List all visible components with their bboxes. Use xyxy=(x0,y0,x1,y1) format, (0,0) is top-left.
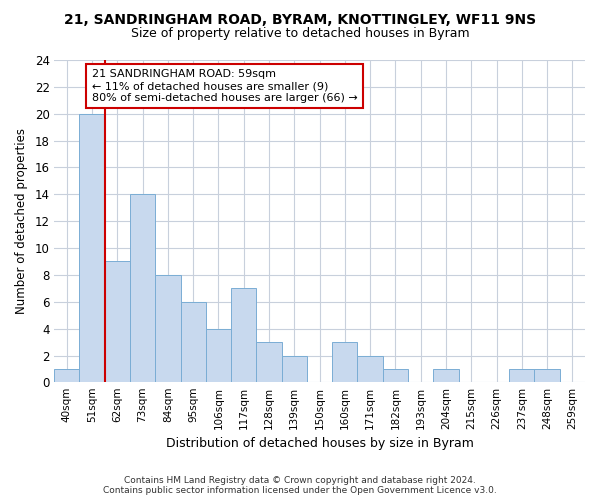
Bar xyxy=(54,369,79,382)
Bar xyxy=(231,288,256,382)
Bar xyxy=(383,369,408,382)
Text: Size of property relative to detached houses in Byram: Size of property relative to detached ho… xyxy=(131,28,469,40)
Bar xyxy=(256,342,281,382)
Bar xyxy=(535,369,560,382)
Bar xyxy=(358,356,383,382)
Bar xyxy=(281,356,307,382)
Bar xyxy=(104,262,130,382)
Bar xyxy=(79,114,104,382)
Bar xyxy=(181,302,206,382)
Bar xyxy=(206,328,231,382)
Bar xyxy=(433,369,458,382)
Bar xyxy=(130,194,155,382)
Bar xyxy=(509,369,535,382)
X-axis label: Distribution of detached houses by size in Byram: Distribution of detached houses by size … xyxy=(166,437,473,450)
Text: Contains HM Land Registry data © Crown copyright and database right 2024.
Contai: Contains HM Land Registry data © Crown c… xyxy=(103,476,497,495)
Text: 21 SANDRINGHAM ROAD: 59sqm
← 11% of detached houses are smaller (9)
80% of semi-: 21 SANDRINGHAM ROAD: 59sqm ← 11% of deta… xyxy=(92,70,358,102)
Y-axis label: Number of detached properties: Number of detached properties xyxy=(15,128,28,314)
Bar xyxy=(155,275,181,382)
Bar xyxy=(332,342,358,382)
Text: 21, SANDRINGHAM ROAD, BYRAM, KNOTTINGLEY, WF11 9NS: 21, SANDRINGHAM ROAD, BYRAM, KNOTTINGLEY… xyxy=(64,12,536,26)
